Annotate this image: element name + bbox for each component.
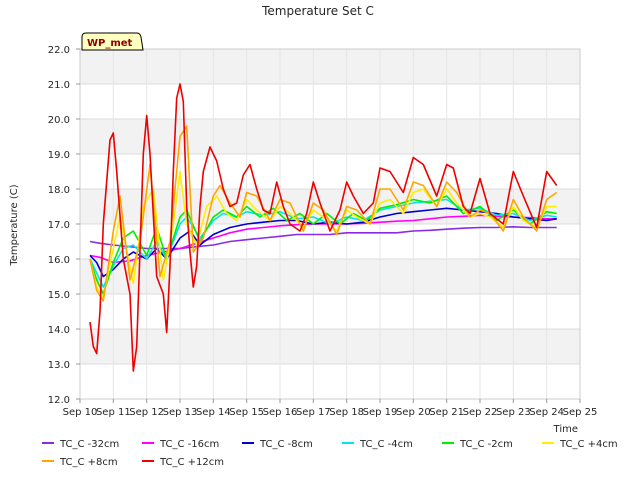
legend-label: TC_C -32cm xyxy=(59,439,119,450)
x-tick-label: Sep 15 xyxy=(229,407,264,418)
station-badge: WP_met xyxy=(81,32,144,51)
legend-label: TC_C +4cm xyxy=(559,439,618,450)
y-tick-label: 20.0 xyxy=(48,115,70,126)
x-tick-label: Sep 21 xyxy=(429,407,464,418)
x-tick-label: Sep 12 xyxy=(129,407,164,418)
y-tick-label: 18.0 xyxy=(48,185,70,196)
y-axis-ticks: 12.0 13.0 14.0 15.0 16.0 17.0 18.0 19.0 20.0 21.0… xyxy=(48,45,80,406)
x-tick-label: Sep 19 xyxy=(363,407,398,418)
series-layer xyxy=(89,83,558,372)
y-axis-label: Temperature (C) xyxy=(9,184,20,266)
y-tick-label: 14.0 xyxy=(48,325,70,336)
x-tick-label: Sep 25 xyxy=(563,407,598,418)
y-tick-label: 16.0 xyxy=(48,255,70,266)
y-tick-label: 21.0 xyxy=(48,80,70,91)
x-tick-label: Sep 18 xyxy=(329,407,364,418)
legend-label: TC_C -4cm xyxy=(359,439,413,450)
legend-label: TC_C -16cm xyxy=(159,439,219,450)
y-tick-label: 12.0 xyxy=(48,395,70,406)
x-tick-label: Sep 13 xyxy=(163,407,198,418)
background-band xyxy=(80,259,580,294)
legend-label: TC_C +12cm xyxy=(159,457,224,468)
background-band xyxy=(80,119,580,154)
y-tick-label: 19.0 xyxy=(48,150,70,161)
series-line xyxy=(89,195,557,295)
x-tick-label: Sep 11 xyxy=(96,407,131,418)
series-line xyxy=(89,83,558,372)
y-tick-label: 15.0 xyxy=(48,290,70,301)
x-tick-label: Sep 23 xyxy=(496,407,531,418)
x-tick-label: Sep 20 xyxy=(396,407,431,418)
y-tick-label: 13.0 xyxy=(48,360,70,371)
legend-label: TC_C -8cm xyxy=(259,439,313,450)
legend: TC_C -32cm TC_C -16cm TC_C -8cm TC_C -4cm TC… xyxy=(42,439,618,468)
x-tick-label: Sep 16 xyxy=(263,407,298,418)
x-tick-label: Sep 14 xyxy=(196,407,231,418)
x-tick-label: Sep 17 xyxy=(296,407,331,418)
x-tick-label: Sep 10 xyxy=(63,407,98,418)
y-tick-label: 17.0 xyxy=(48,220,70,231)
background-band xyxy=(80,329,580,364)
x-tick-label: Sep 22 xyxy=(463,407,498,418)
x-axis-label: Time xyxy=(553,424,578,435)
legend-label: TC_C +8cm xyxy=(59,457,118,468)
y-tick-label: 22.0 xyxy=(48,45,70,56)
chart-title: Temperature Set C xyxy=(261,4,374,18)
legend-label: TC_C -2cm xyxy=(459,439,513,450)
station-badge-label: WP_met xyxy=(87,38,133,49)
series-line xyxy=(89,198,557,288)
x-tick-label: Sep 24 xyxy=(529,407,564,418)
background-band xyxy=(80,49,580,84)
series-line xyxy=(89,125,558,302)
